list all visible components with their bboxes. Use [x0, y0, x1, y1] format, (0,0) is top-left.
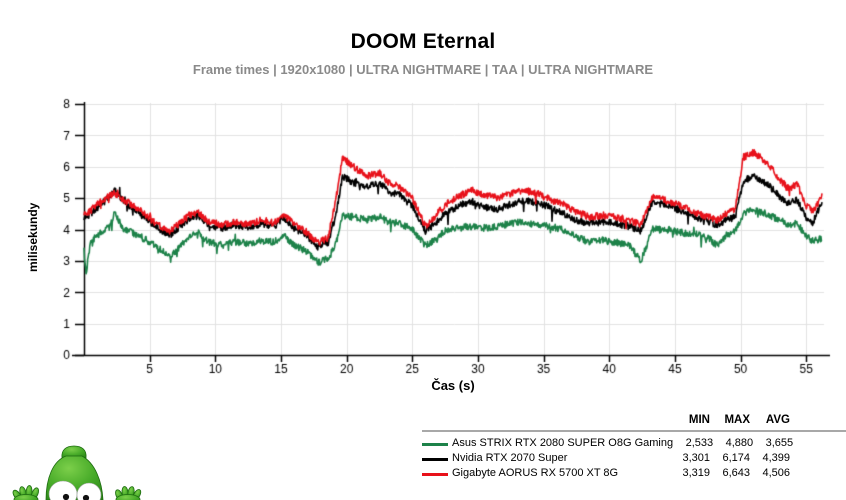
legend-series-min-value: 3,319: [682, 467, 710, 479]
legend-header-name-spacer: [452, 413, 670, 428]
legend-row: Asus STRIX RTX 2080 SUPER O8G Gaming 2,53…: [422, 436, 846, 451]
legend-series-max-value: 6,643: [722, 467, 750, 479]
y-axis-label: milisekundy: [26, 202, 40, 272]
legend-series-swatch: [422, 436, 452, 451]
legend: MIN MAX AVG Asus STRIX RTX 2080 SUPER O8…: [422, 413, 846, 481]
legend-series-swatch: [422, 451, 452, 466]
legend-rows: Asus STRIX RTX 2080 SUPER O8G Gaming 2,53…: [422, 432, 846, 481]
legend-series-name: Gigabyte AORUS RX 5700 XT 8G: [452, 467, 619, 479]
mascot-right-pupil: [82, 494, 90, 500]
mascot-left-pupil: [62, 493, 70, 500]
green-mascot-character: [12, 445, 142, 500]
legend-series-max-value: 6,174: [722, 452, 750, 464]
mascot-right-eye: [76, 482, 102, 500]
mascot-right-hand: [115, 486, 142, 500]
legend-header-swatch-spacer: [422, 413, 452, 428]
legend-series-avg-value: 4,399: [762, 452, 790, 464]
mascot-left-hand: [12, 485, 39, 500]
legend-header: MIN MAX AVG: [422, 413, 846, 432]
legend-row: Gigabyte AORUS RX 5700 XT 8G 3,319 6,643 4,…: [422, 466, 846, 481]
mascot-head-knob: [61, 445, 87, 459]
legend-series-avg-value: 4,506: [762, 467, 790, 479]
x-axis-label: Čas (s): [431, 378, 475, 393]
legend-series-max-value: 4,880: [725, 437, 754, 449]
legend-series-name: Nvidia RTX 2070 Super: [452, 452, 568, 464]
legend-column-avg: AVG: [765, 414, 790, 426]
legend-series-avg-value: 3,655: [765, 437, 794, 449]
legend-series-swatch: [422, 466, 452, 481]
legend-series-min-value: 3,301: [682, 452, 710, 464]
chart-subtitle: Frame times | 1920x1080 | ULTRA NIGHTMAR…: [192, 62, 654, 77]
legend-series-min-value: 2,533: [685, 437, 714, 449]
legend-series-name: Asus STRIX RTX 2080 SUPER O8G Gaming: [452, 437, 674, 449]
legend-row: Nvidia RTX 2070 Super 3,301 6,174 4,399: [422, 451, 846, 466]
legend-column-min: MIN: [688, 414, 710, 426]
chart-title: DOOM Eternal: [350, 30, 496, 53]
legend-column-max: MAX: [724, 414, 750, 426]
